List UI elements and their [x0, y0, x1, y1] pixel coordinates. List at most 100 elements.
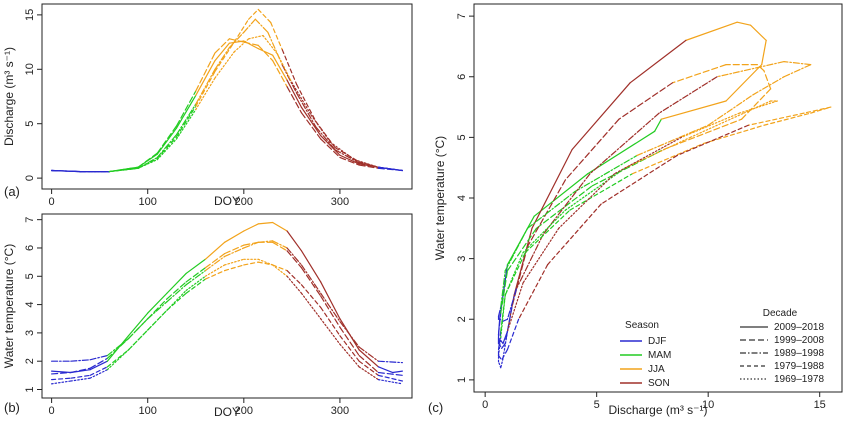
x-tick-label: 300: [331, 405, 349, 417]
series-segment: [339, 156, 360, 166]
series-segment: [106, 349, 130, 371]
x-tick-label: 15: [814, 399, 826, 411]
series-segment: [286, 275, 303, 294]
series-segment: [660, 100, 727, 120]
series-segment: [339, 335, 360, 362]
series-segment: [671, 64, 727, 84]
series-segment: [70, 374, 91, 379]
series-segment: [752, 76, 785, 96]
y-tick-label: 3: [24, 330, 36, 336]
y-tick-label: 10: [24, 63, 36, 75]
series-1979–1988: [51, 8, 403, 173]
series-segment: [500, 358, 504, 369]
y-axis-label: Discharge (m³ s⁻¹): [2, 47, 16, 146]
series-segment: [320, 306, 341, 337]
y-tick-label: 5: [24, 121, 36, 127]
series-segment: [248, 8, 259, 20]
series-segment: [156, 125, 178, 154]
series-segment: [89, 357, 108, 369]
series-segment: [783, 60, 812, 66]
series-segment: [763, 70, 772, 90]
series-segment: [223, 264, 245, 272]
series-segment: [127, 318, 149, 340]
series-segment: [195, 77, 216, 111]
series-segment: [300, 250, 322, 283]
series-segment: [680, 112, 741, 138]
series-segment: [257, 221, 274, 225]
series-segment: [716, 60, 785, 78]
series-segment: [504, 306, 513, 345]
series-segment: [500, 270, 506, 308]
series-segment: [267, 31, 283, 66]
series-segment: [377, 374, 403, 382]
series-segment: [185, 275, 206, 292]
series-segment: [272, 241, 288, 252]
legend: Season DJF MAM JJA SON Decade 2009–2018 1999–20…: [620, 308, 824, 389]
series-segment: [272, 221, 288, 232]
x-tick-label: 100: [139, 196, 157, 208]
series-segment: [618, 82, 674, 120]
plot-frame: [41, 213, 413, 399]
series-segment: [106, 337, 130, 359]
legend-season-label: SON: [648, 378, 670, 389]
series-segment: [524, 209, 571, 254]
series-segment: [320, 292, 341, 323]
series-segment: [685, 21, 738, 41]
series-segment: [254, 18, 269, 33]
series-segment: [137, 152, 158, 168]
series-segment: [497, 306, 502, 317]
series-segment: [613, 136, 683, 175]
series-segment: [257, 261, 274, 266]
series-segment: [147, 309, 168, 331]
series-segment: [506, 288, 517, 320]
series-segment: [166, 272, 187, 294]
series-segment: [339, 320, 360, 348]
y-tick-label: 4: [456, 195, 468, 201]
series-segment: [756, 64, 765, 72]
series-segment: [676, 124, 749, 157]
x-tick-label: 100: [139, 405, 157, 417]
series-segment: [631, 142, 705, 175]
series-segment: [377, 360, 403, 364]
y-tick-label: 0: [24, 175, 36, 181]
series-segment: [147, 292, 168, 314]
series-segment: [175, 103, 197, 136]
series-segment: [749, 24, 767, 41]
series-segment: [546, 203, 602, 266]
series-segment: [257, 48, 274, 56]
series-segment: [569, 173, 633, 211]
series-segment: [185, 278, 206, 294]
series-segment: [185, 258, 206, 275]
y-tick-label: 2: [456, 316, 468, 322]
series-segment: [214, 41, 235, 73]
series-segment: [51, 377, 72, 381]
series-segment: [272, 59, 288, 88]
series-segment: [320, 281, 341, 320]
series-segment: [353, 159, 379, 168]
series-segment: [51, 370, 72, 374]
series-segment: [204, 270, 226, 280]
legend-season-label: MAM: [648, 350, 671, 361]
series-segment: [214, 51, 235, 79]
series-segment: [506, 282, 524, 332]
series-segment: [243, 41, 259, 46]
x-tick-label: 0: [49, 196, 55, 208]
series-segment: [377, 166, 403, 172]
series-segment: [204, 253, 226, 269]
series-segment: [214, 46, 231, 70]
series-segment: [377, 366, 394, 374]
series-segment: [783, 64, 812, 78]
y-tick-label: 1: [456, 377, 468, 383]
panel-label: (a): [4, 184, 20, 199]
x-tick-label: 200: [235, 405, 253, 417]
y-tick-label: 7: [456, 13, 468, 19]
x-axis-label: DOY: [214, 194, 240, 208]
series-segment: [689, 112, 745, 138]
series-segment: [243, 223, 259, 232]
series-segment: [286, 79, 303, 108]
series-segment: [358, 349, 379, 368]
series-segment: [296, 83, 317, 123]
series-segment: [761, 39, 767, 66]
series-segment: [300, 112, 322, 140]
